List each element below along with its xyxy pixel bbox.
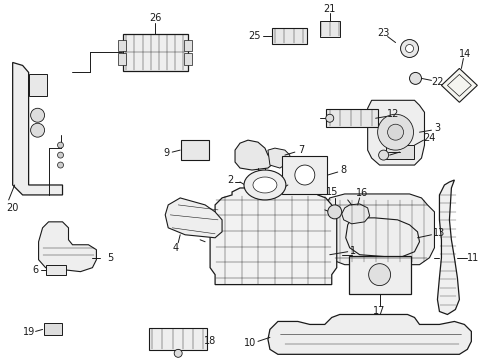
Circle shape [295, 165, 315, 185]
Text: 19: 19 [23, 327, 35, 337]
Text: 21: 21 [323, 4, 336, 14]
Polygon shape [346, 218, 419, 258]
Bar [386, 145, 414, 159]
Bar [44, 323, 62, 336]
Bar [349, 256, 411, 293]
Text: 14: 14 [459, 49, 471, 59]
Polygon shape [268, 148, 290, 168]
Circle shape [30, 123, 45, 137]
Polygon shape [210, 188, 337, 285]
Text: 10: 10 [244, 338, 256, 348]
Circle shape [388, 124, 404, 140]
Text: 13: 13 [433, 228, 445, 238]
Text: 17: 17 [373, 306, 386, 316]
Bar [326, 109, 378, 127]
Polygon shape [165, 198, 222, 238]
Circle shape [30, 108, 45, 122]
Text: 7: 7 [298, 145, 304, 155]
Circle shape [410, 72, 421, 84]
Text: 9: 9 [163, 148, 169, 158]
Bar [46, 265, 66, 275]
Text: 26: 26 [149, 13, 161, 23]
Bar [123, 33, 188, 71]
Bar [184, 54, 192, 66]
Bar [28, 75, 47, 96]
Circle shape [328, 205, 342, 219]
Text: 3: 3 [435, 123, 441, 133]
Circle shape [57, 142, 64, 148]
Polygon shape [39, 222, 97, 272]
Text: 5: 5 [107, 253, 114, 263]
Text: 23: 23 [377, 28, 390, 37]
Circle shape [406, 45, 414, 53]
Text: 8: 8 [341, 165, 347, 175]
Ellipse shape [253, 177, 277, 193]
Bar [282, 156, 327, 194]
Bar [184, 40, 192, 51]
Polygon shape [438, 180, 460, 315]
Bar [119, 40, 126, 51]
Circle shape [57, 162, 64, 168]
Text: 2: 2 [227, 175, 233, 185]
Text: 16: 16 [356, 188, 368, 198]
Circle shape [378, 114, 414, 150]
Bar [119, 54, 126, 66]
Bar [149, 328, 207, 350]
Text: 25: 25 [249, 31, 261, 41]
Ellipse shape [244, 170, 286, 200]
Circle shape [368, 264, 391, 285]
Text: 4: 4 [172, 243, 178, 253]
Text: 15: 15 [325, 187, 338, 197]
Text: 12: 12 [388, 109, 400, 119]
Circle shape [57, 152, 64, 158]
Text: 22: 22 [431, 77, 444, 87]
Polygon shape [368, 100, 424, 165]
Circle shape [174, 349, 182, 357]
Polygon shape [322, 194, 435, 265]
Bar [272, 28, 307, 44]
Bar [181, 140, 209, 160]
Circle shape [326, 114, 334, 122]
Polygon shape [235, 140, 275, 170]
Polygon shape [268, 315, 471, 354]
Text: 1: 1 [350, 246, 356, 256]
Polygon shape [441, 68, 477, 102]
Circle shape [379, 150, 389, 160]
Text: 11: 11 [467, 253, 480, 263]
Bar [320, 21, 340, 37]
Text: 24: 24 [423, 133, 436, 143]
Polygon shape [13, 62, 63, 195]
Circle shape [400, 40, 418, 58]
Text: 18: 18 [204, 336, 216, 346]
Text: 20: 20 [6, 203, 19, 213]
Text: 6: 6 [32, 265, 39, 275]
Polygon shape [342, 204, 369, 224]
